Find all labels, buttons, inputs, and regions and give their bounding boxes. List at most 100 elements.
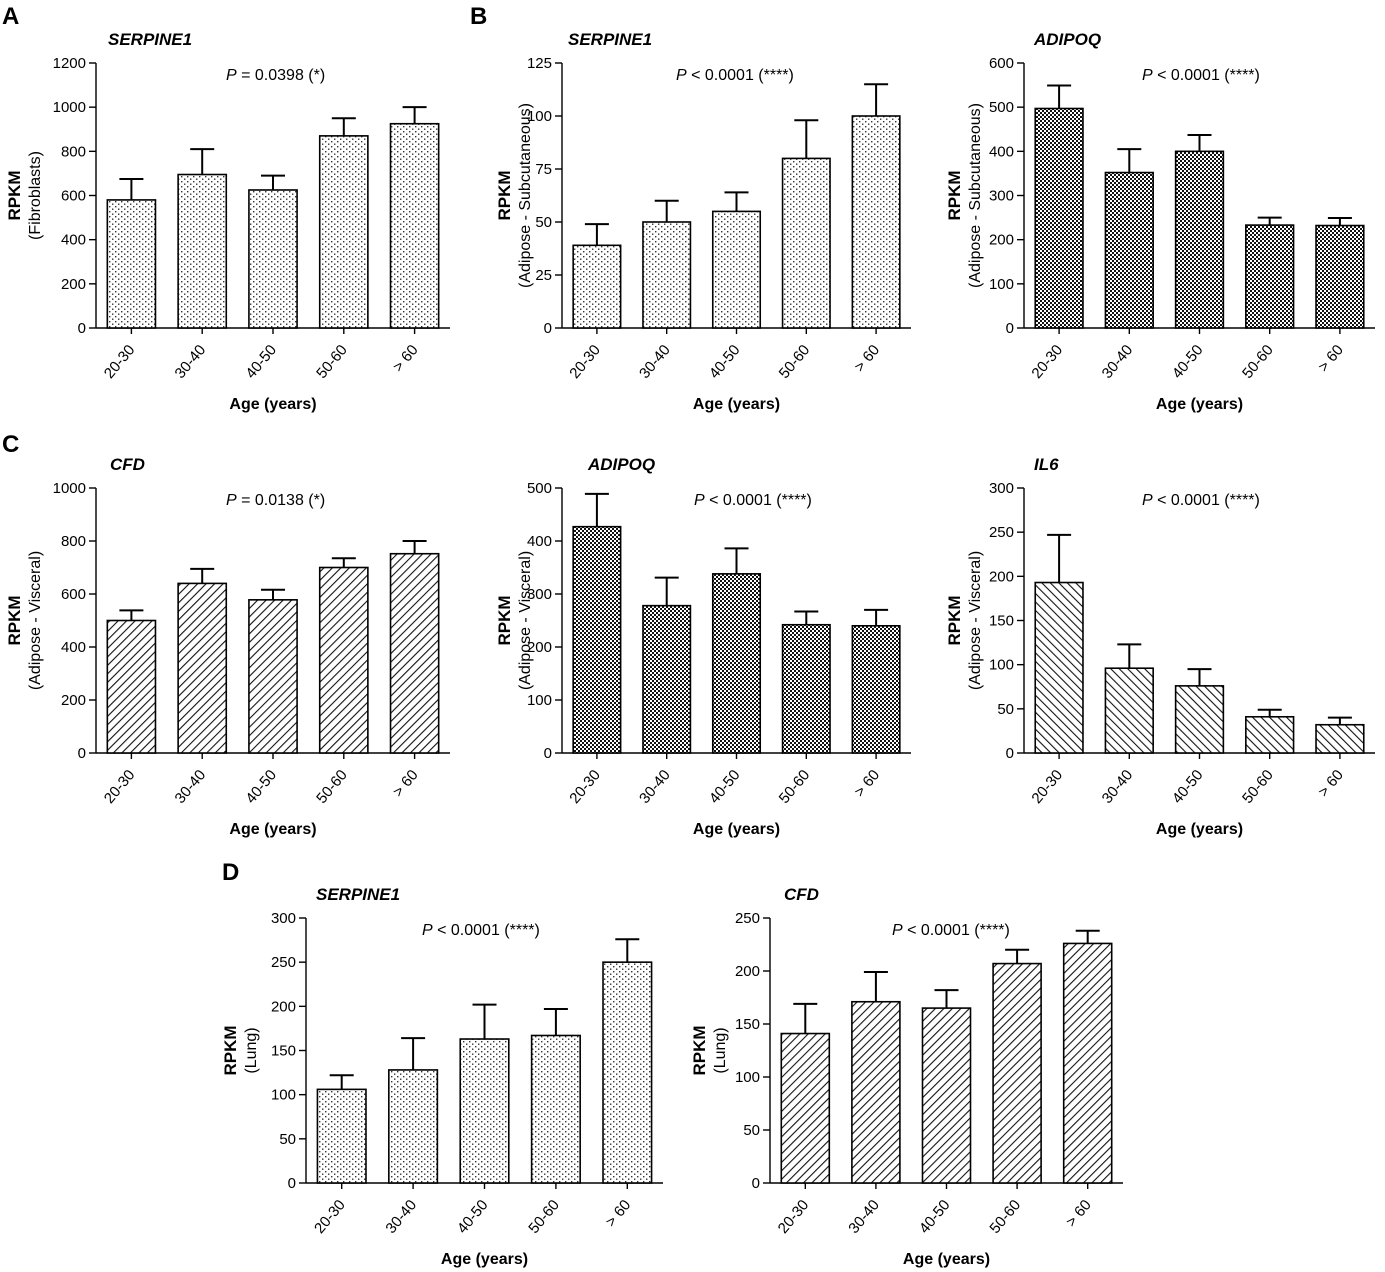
bar [1104,667,1154,754]
bar [318,135,369,329]
y-axis-sublabel: (Adipose - Visceral) [967,551,984,690]
x-tick-label: 30-40 [636,342,674,382]
y-tick-label: 200 [989,568,1014,585]
y-tick-label: 300 [989,480,1014,497]
x-axis-label: Age (years) [1156,396,1243,413]
bar [711,210,762,329]
bar [106,199,157,329]
y-tick-label: 100 [527,692,552,709]
y-tick-label: 200 [271,998,296,1015]
y-tick-label: 0 [544,745,552,762]
bar [851,115,901,329]
chart-title: ADIPOQ [1033,30,1101,49]
y-tick-label: 250 [989,524,1014,541]
y-axis-label: RPKM [945,170,964,220]
y-tick-label: 0 [78,320,86,337]
panel-letter-a: A [2,3,19,30]
x-tick-label: 40-50 [1169,342,1207,382]
y-tick-label: 100 [989,276,1014,293]
y-tick-label: 600 [989,55,1014,72]
y-axis-label: RPKM [221,1025,240,1075]
x-tick-label: 20-30 [775,1197,813,1237]
y-tick-label: 100 [271,1087,296,1104]
y-tick-label: 500 [989,99,1014,116]
bar [851,1000,901,1184]
x-axis-label: Age (years) [441,1251,528,1268]
bar [602,961,653,1184]
bar [177,582,228,754]
bar [992,962,1042,1184]
y-tick-label: 1200 [53,55,86,72]
bar [1245,224,1295,329]
bar [248,189,298,329]
y-tick-label: 1000 [53,480,86,497]
x-tick-label: 50-60 [525,1197,563,1237]
y-tick-label: 125 [527,55,552,72]
y-tick-label: 0 [544,320,552,337]
y-tick-label: 50 [743,1122,760,1139]
chart-title: IL6 [1034,455,1059,474]
y-tick-label: 100 [527,108,552,125]
y-tick-label: 250 [271,954,296,971]
y-tick-label: 500 [527,480,552,497]
x-tick-label: 30-40 [172,342,210,382]
chart-c-il6-visceral: IL6 P < 0.0001 (****) 0 50 100 150 200 250 300 20… [945,455,1375,838]
y-axis-sublabel: (Lung) [712,1027,729,1073]
y-axis-sublabel: (Adipose - Subcutaneous) [517,103,534,288]
bar [780,1032,831,1184]
y-tick-label: 200 [989,232,1014,249]
y-tick-label: 200 [61,692,86,709]
y-tick-label: 0 [78,745,86,762]
x-tick-label: > 60 [390,342,422,376]
x-tick-label: 20-30 [101,342,139,382]
y-tick-label: 200 [61,276,86,293]
x-tick-label: 50-60 [776,767,814,807]
bar [1104,171,1154,329]
bar [781,623,831,754]
chart-title: ADIPOQ [587,455,655,474]
bar [1245,715,1295,754]
chart-b-serpine1-subcutaneous: SERPINE1 P < 0.0001 (****) 0 25 50 75 100 125 20… [495,30,911,413]
y-tick-label: 1000 [53,99,86,116]
chart-d-serpine1-lung: SERPINE1 P < 0.0001 (****) 0 50 100 150 200 250… [221,885,663,1268]
chart-c-cfd-visceral: CFD P = 0.0138 (*) 0 200 400 600 800 1000 20-30 3… [5,455,450,838]
chart-d-cfd-lung: CFD P < 0.0001 (****) 0 50 100 150 200 250 20-30… [690,885,1123,1268]
p-value-text: < 0.0001 (****) [705,492,812,509]
chart-title: SERPINE1 [108,30,192,49]
p-value-symbol: P [1142,67,1153,84]
bar [1315,224,1365,329]
bar [316,1088,367,1184]
p-value-symbol: P [694,492,705,509]
y-axis-label: RPKM [5,595,24,645]
p-value: P < 0.0001 (****) [1142,67,1260,84]
bar [921,1007,972,1184]
x-tick-label: 20-30 [101,767,139,807]
x-tick-label: 30-40 [845,1197,883,1237]
y-tick-label: 50 [535,214,552,231]
p-value-text: = 0.0138 (*) [237,492,326,509]
bar [711,573,762,754]
chart-title: CFD [784,885,819,904]
bar [781,157,831,329]
x-tick-label: 40-50 [454,1197,492,1237]
bar [642,221,692,329]
p-value-symbol: P [676,67,687,84]
x-tick-label: 40-50 [242,342,280,382]
x-tick-label: > 60 [851,767,883,801]
x-tick-label: 30-40 [636,767,674,807]
y-tick-label: 100 [735,1069,760,1086]
y-tick-label: 0 [752,1175,760,1192]
bar [389,122,440,329]
x-tick-label: 40-50 [242,767,280,807]
x-tick-label: > 60 [1315,342,1347,376]
p-value-symbol: P [422,922,433,939]
y-tick-label: 300 [527,586,552,603]
chart-b-adipoq-subcutaneous: ADIPOQ P < 0.0001 (****) 0 100 200 300 400 500 6… [945,30,1375,413]
y-tick-label: 200 [527,639,552,656]
y-axis-label: RPKM [690,1025,709,1075]
x-tick-label: 30-40 [382,1197,420,1237]
y-tick-label: 75 [535,161,552,178]
chart-title: CFD [110,455,145,474]
bar [389,552,440,754]
bar [1174,150,1225,329]
